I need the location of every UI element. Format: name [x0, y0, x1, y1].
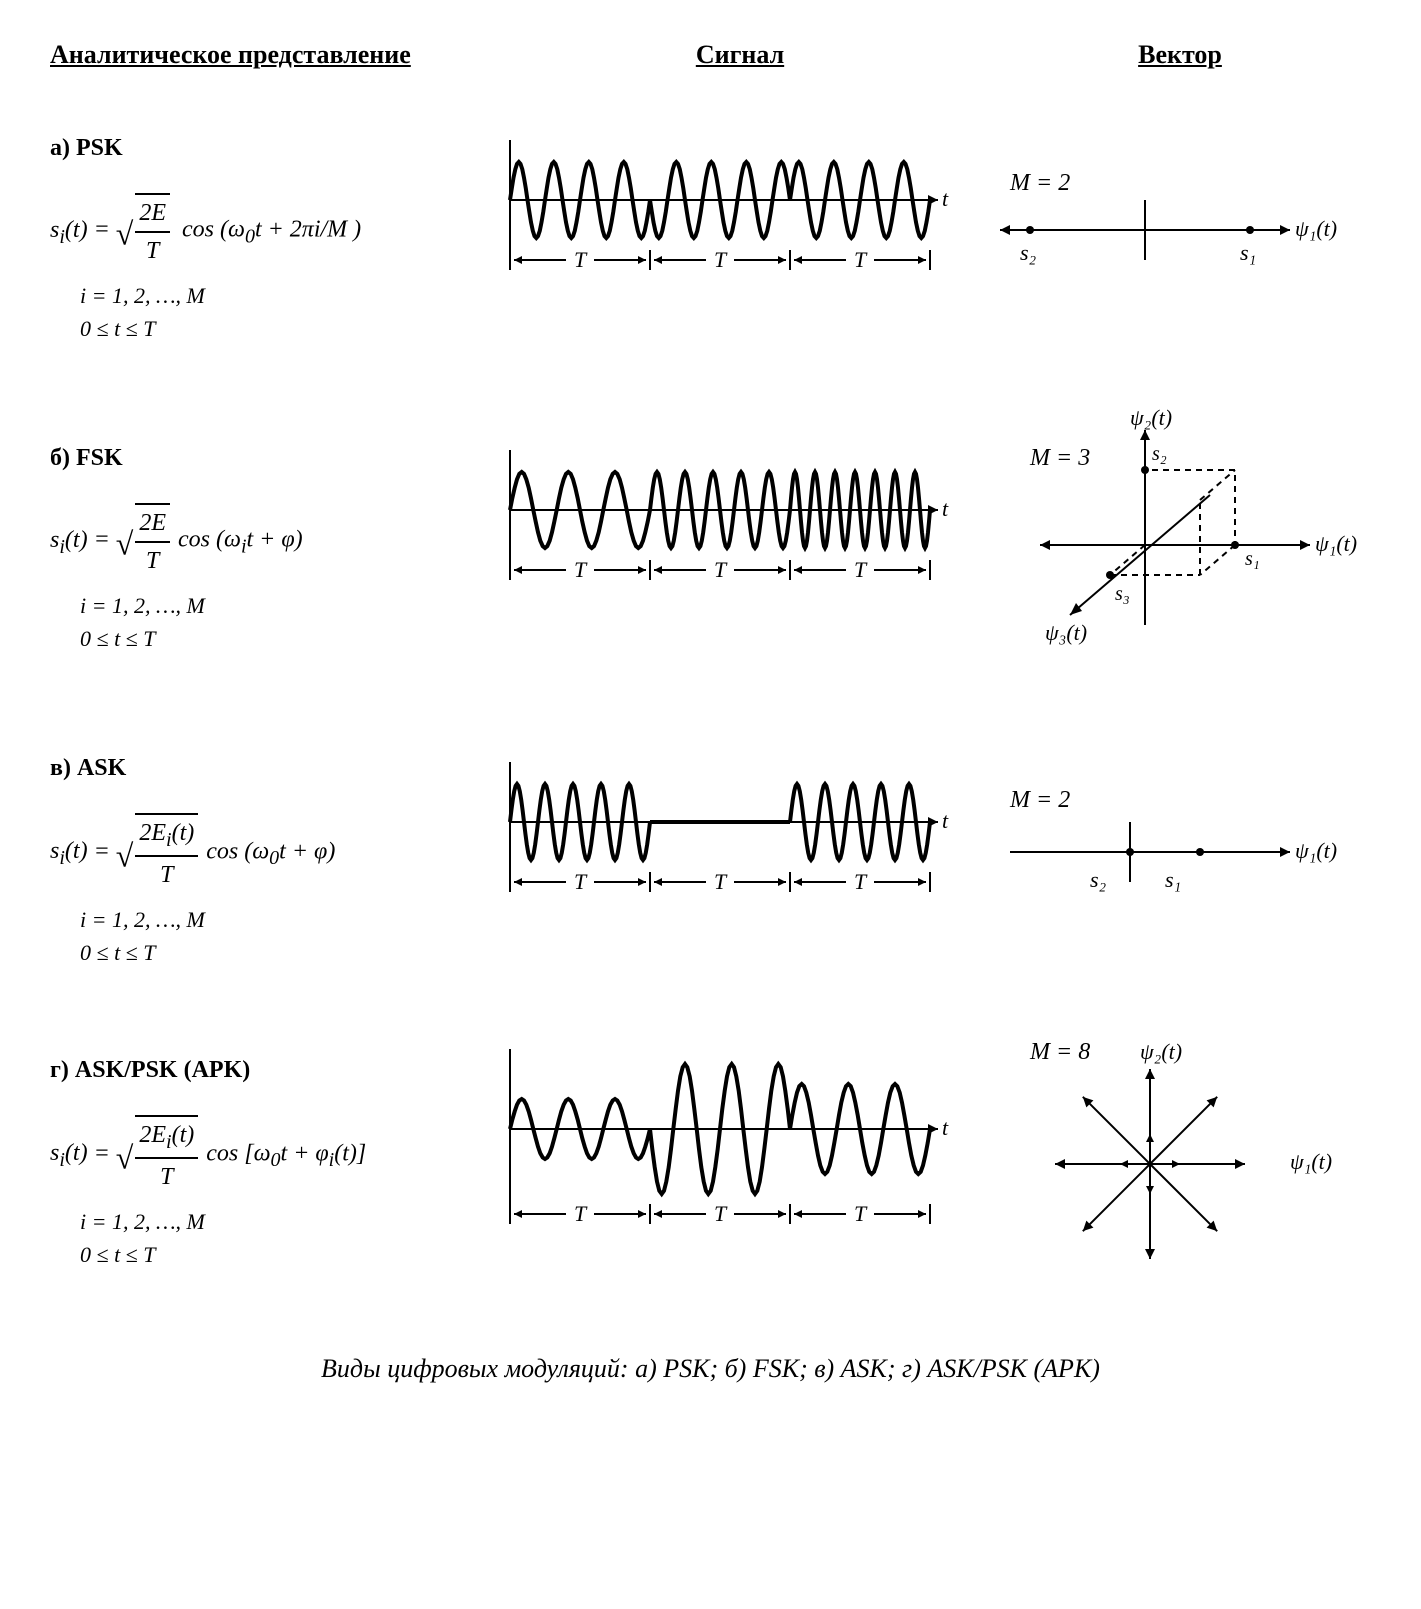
fsk-M-label: M = 3	[1029, 445, 1090, 471]
fsk-t-label: t	[942, 496, 949, 521]
svg-text:T: T	[854, 869, 868, 894]
psk-vector: M = 2 s₂ s₁ ψ₁(t)	[990, 170, 1370, 305]
fsk-s2: s₂	[1152, 443, 1167, 465]
psk-analytic: а) PSK si(t) = √2ET cos (ω0t + 2πi/M ) i…	[50, 130, 490, 345]
svg-text:T: T	[854, 247, 868, 272]
apk-analytic: г) ASK/PSK (APK) si(t) = √2Ei(t)T cos [ω…	[50, 1052, 490, 1271]
row-apk: г) ASK/PSK (APK) si(t) = √2Ei(t)T cos [ω…	[50, 1039, 1371, 1284]
header-vector: Вектор	[990, 40, 1370, 70]
svg-text:T: T	[714, 1201, 728, 1226]
apk-signal: t T T T	[490, 1049, 990, 1274]
header-signal: Сигнал	[490, 40, 990, 70]
psk-title: а) PSK	[50, 130, 490, 166]
fsk-analytic: б) FSK si(t) = √2ET cos (ωit + φ) i = 1,…	[50, 440, 490, 655]
apk-vector: M = 8 ψ₂(t) ψ₁(t)	[990, 1039, 1370, 1284]
fsk-signal: t T T T	[490, 450, 990, 645]
svg-text:T: T	[854, 1201, 868, 1226]
psk-s1-label: s₁	[1240, 240, 1256, 265]
psk-signal: t T T T	[490, 140, 990, 335]
psk-formula: si(t) = √2ET cos (ω0t + 2πi/M )	[50, 191, 490, 269]
ask-vector-svg: M = 2 s₂ s₁ ψ₁(t)	[990, 782, 1350, 932]
column-headers-row: Аналитическое представление Сигнал Векто…	[50, 40, 1371, 70]
fsk-axis2: ψ₂(t)	[1130, 405, 1172, 430]
svg-text:T: T	[714, 557, 728, 582]
header-analytic: Аналитическое представление	[50, 40, 490, 70]
row-psk: а) PSK si(t) = √2ET cos (ω0t + 2πi/M ) i…	[50, 130, 1371, 345]
svg-text:T: T	[574, 1201, 588, 1226]
ask-axis-label: ψ₁(t)	[1295, 838, 1337, 863]
ask-title: в) ASK	[50, 750, 490, 786]
psk-M-label: M = 2	[1009, 170, 1070, 196]
apk-vector-svg: M = 8 ψ₂(t) ψ₁(t)	[990, 1039, 1350, 1279]
apk-index-line: i = 1, 2, …, M	[50, 1205, 490, 1238]
psk-domain-line: 0 ≤ t ≤ T	[50, 312, 490, 345]
fsk-axis1: ψ₁(t)	[1315, 531, 1357, 556]
psk-vector-svg: M = 2 s₂ s₁ ψ₁(t)	[990, 170, 1350, 300]
psk-index-line: i = 1, 2, …, M	[50, 279, 490, 312]
svg-text:T: T	[574, 557, 588, 582]
fsk-index-line: i = 1, 2, …, M	[50, 589, 490, 622]
apk-t-label: t	[942, 1115, 949, 1140]
figure-caption: Виды цифровых модуляций: а) PSK; б) FSK;…	[50, 1354, 1371, 1384]
svg-text:T: T	[574, 247, 588, 272]
ask-M-label: M = 2	[1009, 787, 1070, 813]
ask-domain-line: 0 ≤ t ≤ T	[50, 936, 490, 969]
svg-text:T: T	[854, 557, 868, 582]
ask-index-line: i = 1, 2, …, M	[50, 903, 490, 936]
fsk-formula: si(t) = √2ET cos (ωit + φ)	[50, 501, 490, 579]
ask-signal-svg: t T T T	[490, 762, 950, 952]
apk-title: г) ASK/PSK (APK)	[50, 1052, 490, 1088]
fsk-vector-svg: M = 3 ψ₁(t) ψ₂(t) ψ₃(t) s₁ s₂ s₃	[990, 415, 1370, 675]
svg-text:T: T	[574, 869, 588, 894]
ask-vector: M = 2 s₂ s₁ ψ₁(t)	[990, 782, 1370, 937]
row-ask: в) ASK si(t) = √2Ei(t)T cos (ω0t + φ) i …	[50, 750, 1371, 969]
ask-s1: s₁	[1165, 867, 1181, 892]
fsk-s3: s₃	[1115, 583, 1130, 605]
apk-M-label: M = 8	[1029, 1039, 1090, 1065]
fsk-axis3: ψ₃(t)	[1045, 620, 1087, 645]
ask-formula: si(t) = √2Ei(t)T cos (ω0t + φ)	[50, 811, 490, 893]
ask-t-label: t	[942, 808, 949, 833]
apk-signal-svg: t T T T	[490, 1049, 950, 1269]
psk-axis-label: ψ₁(t)	[1295, 216, 1337, 241]
fsk-domain-line: 0 ≤ t ≤ T	[50, 622, 490, 655]
svg-text:T: T	[714, 869, 728, 894]
fsk-s1: s₁	[1245, 548, 1260, 570]
apk-axis2: ψ₂(t)	[1140, 1039, 1182, 1064]
apk-axis1: ψ₁(t)	[1290, 1149, 1332, 1174]
apk-domain-line: 0 ≤ t ≤ T	[50, 1238, 490, 1271]
psk-signal-svg: t T T T	[490, 140, 950, 330]
fsk-signal-svg: t T T T	[490, 450, 950, 640]
fsk-vector: M = 3 ψ₁(t) ψ₂(t) ψ₃(t) s₁ s₂ s₃	[990, 415, 1370, 680]
apk-formula: si(t) = √2Ei(t)T cos [ω0t + φi(t)]	[50, 1113, 490, 1195]
fsk-title: б) FSK	[50, 440, 490, 476]
ask-signal: t T T T	[490, 762, 990, 957]
psk-t-label: t	[942, 186, 949, 211]
ask-s2: s₂	[1090, 867, 1107, 892]
ask-analytic: в) ASK si(t) = √2Ei(t)T cos (ω0t + φ) i …	[50, 750, 490, 969]
row-fsk: б) FSK si(t) = √2ET cos (ωit + φ) i = 1,…	[50, 415, 1371, 680]
psk-s2-label: s₂	[1020, 240, 1037, 265]
svg-text:T: T	[714, 247, 728, 272]
